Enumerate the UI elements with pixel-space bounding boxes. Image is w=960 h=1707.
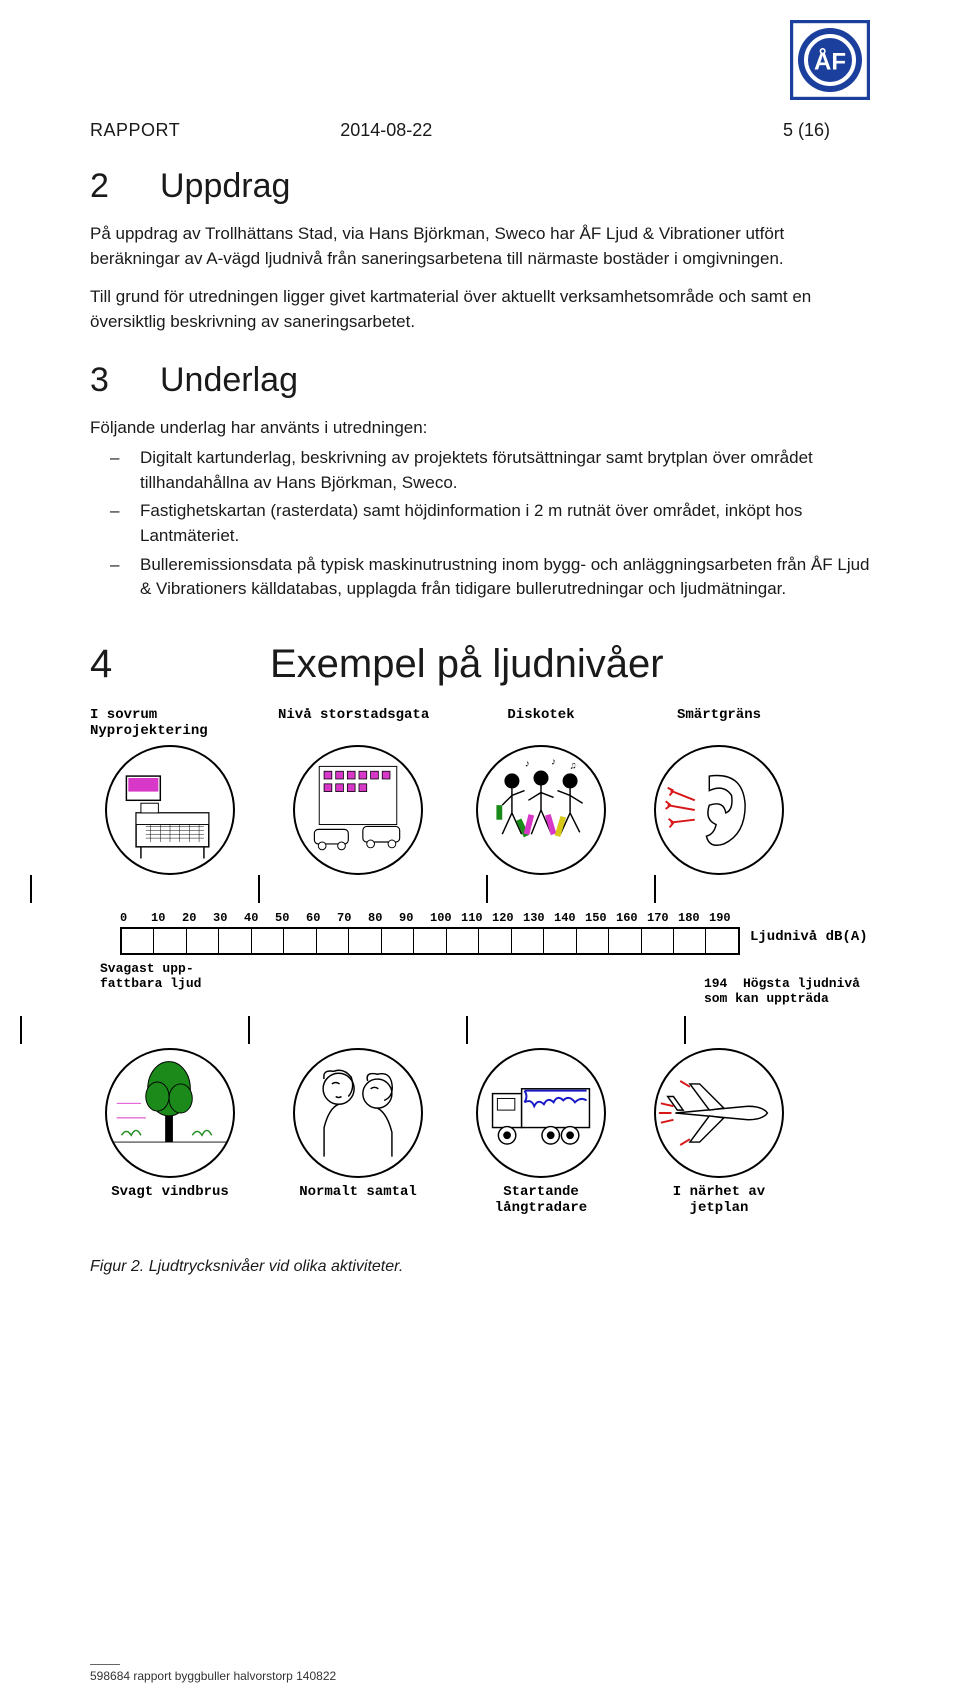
- sound-level-infographic: I sovrum Nyprojektering: [90, 707, 870, 1218]
- section-3-num: 3: [90, 361, 160, 400]
- street-icon: [293, 745, 423, 875]
- conversation-icon: [293, 1048, 423, 1178]
- pointer: [486, 875, 488, 903]
- ig-label: Normalt samtal: [278, 1184, 438, 1218]
- tick: 60: [306, 911, 337, 925]
- tick: 20: [182, 911, 213, 925]
- pointer: [654, 875, 656, 903]
- section-2-p1: På uppdrag av Trollhättans Stad, via Han…: [90, 222, 870, 271]
- tick: 170: [647, 911, 678, 925]
- ig-label: Startande långtradare: [466, 1184, 616, 1218]
- infographic-bottom-row: Svagt vindbrus: [90, 1016, 870, 1218]
- infographic-top-row: I sovrum Nyprojektering: [90, 707, 870, 903]
- page-header: RAPPORT 2014-08-22 5 (16): [90, 120, 870, 141]
- tick: 160: [616, 911, 647, 925]
- ig-item-truck: Startande långtradare: [466, 1016, 616, 1218]
- tick: 130: [523, 911, 554, 925]
- footer-text: 598684 rapport byggbuller halvorstorp 14…: [90, 1669, 336, 1683]
- section-3-heading: 3Underlag: [90, 361, 870, 400]
- page-footer: 598684 rapport byggbuller halvorstorp 14…: [90, 1624, 336, 1683]
- pointer: [20, 1016, 22, 1044]
- ig-label: Nivå storstadsgata: [278, 707, 438, 741]
- truck-icon: [476, 1048, 606, 1178]
- section-4-num: 4: [90, 642, 270, 687]
- tick: 110: [461, 911, 492, 925]
- ig-item-jet: I närhet av jetplan: [644, 1016, 794, 1218]
- section-2-title: Uppdrag: [160, 167, 290, 205]
- scale-annotations: Svagast upp- fattbara ljud 194 Högsta lj…: [100, 961, 880, 1006]
- ig-item-wind: Svagt vindbrus: [90, 1016, 250, 1218]
- page-number: 5 (16): [783, 120, 830, 141]
- scale-ticks: 0 10 20 30 40 50 60 70 80 90 100 110 120…: [120, 911, 740, 925]
- tick: 90: [399, 911, 430, 925]
- tick: 150: [585, 911, 616, 925]
- annot-left: Svagast upp- fattbara ljud: [100, 961, 201, 1006]
- section-3-title: Underlag: [160, 361, 298, 399]
- jet-icon: [654, 1048, 784, 1178]
- list-item: Digitalt kartunderlag, beskrivning av pr…: [140, 446, 870, 495]
- section-3-intro: Följande underlag har använts i utrednin…: [90, 416, 870, 441]
- ig-label: Diskotek: [466, 707, 616, 741]
- svg-text:♪: ♪: [525, 758, 531, 769]
- svg-text:♫: ♫: [570, 760, 576, 771]
- scale-bar: [120, 927, 740, 955]
- ig-item-bedroom: I sovrum Nyprojektering: [90, 707, 250, 903]
- annot-right-text: Högsta ljudnivå som kan uppträda: [704, 976, 860, 1006]
- figure-caption: Figur 2. Ljudtrycksnivåer vid olika akti…: [90, 1258, 870, 1276]
- scale-axis-label: Ljudnivå dB(A): [750, 929, 868, 945]
- list-item: Bulleremissionsdata på typisk maskinutru…: [140, 553, 870, 602]
- bedroom-icon: [105, 745, 235, 875]
- tick: 100: [430, 911, 461, 925]
- ig-item-street: Nivå storstadsgata: [278, 707, 438, 903]
- ig-label: I sovrum Nyprojektering: [90, 707, 250, 741]
- tick: 120: [492, 911, 523, 925]
- company-logo: ÅF: [790, 20, 870, 100]
- tick: 80: [368, 911, 399, 925]
- disco-icon: ♪ ♫ ♪: [476, 745, 606, 875]
- section-4-heading: 4Exempel på ljudnivåer: [90, 642, 870, 687]
- ig-label: Smärtgräns: [644, 707, 794, 741]
- tree-icon: [105, 1048, 235, 1178]
- annot-right-num: 194: [704, 976, 727, 991]
- tick: 140: [554, 911, 585, 925]
- ear-icon: [654, 745, 784, 875]
- ig-label: Svagt vindbrus: [90, 1184, 250, 1218]
- pointer: [248, 1016, 250, 1044]
- pointer: [258, 875, 260, 903]
- list-item: Fastighetskartan (rasterdata) samt höjdi…: [140, 499, 870, 548]
- ig-item-talk: Normalt samtal: [278, 1016, 438, 1218]
- section-2-num: 2: [90, 167, 160, 206]
- annot-right: 194 Högsta ljudnivå som kan uppträda: [704, 961, 860, 1006]
- doc-type: RAPPORT: [90, 120, 180, 141]
- ig-label: I närhet av jetplan: [644, 1184, 794, 1218]
- tick: 30: [213, 911, 244, 925]
- tick: 10: [151, 911, 182, 925]
- section-4-title: Exempel på ljudnivåer: [270, 642, 664, 686]
- pointer: [30, 875, 32, 903]
- tick: 0: [120, 911, 151, 925]
- ig-item-pain: Smärtgräns: [644, 707, 794, 903]
- doc-date: 2014-08-22: [340, 120, 432, 141]
- section-2-heading: 2Uppdrag: [90, 167, 870, 206]
- tick: 50: [275, 911, 306, 925]
- db-scale: 0 10 20 30 40 50 60 70 80 90 100 110 120…: [90, 911, 870, 955]
- svg-text:♪: ♪: [551, 756, 557, 767]
- svg-text:ÅF: ÅF: [814, 48, 846, 76]
- tick: 70: [337, 911, 368, 925]
- pointer: [684, 1016, 686, 1044]
- section-2-p2: Till grund för utredningen ligger givet …: [90, 285, 870, 334]
- ig-item-disco: Diskotek: [466, 707, 616, 903]
- pointer: [466, 1016, 468, 1044]
- tick: 190: [709, 911, 740, 925]
- tick: 180: [678, 911, 709, 925]
- section-3-list: Digitalt kartunderlag, beskrivning av pr…: [90, 446, 870, 602]
- tick: 40: [244, 911, 275, 925]
